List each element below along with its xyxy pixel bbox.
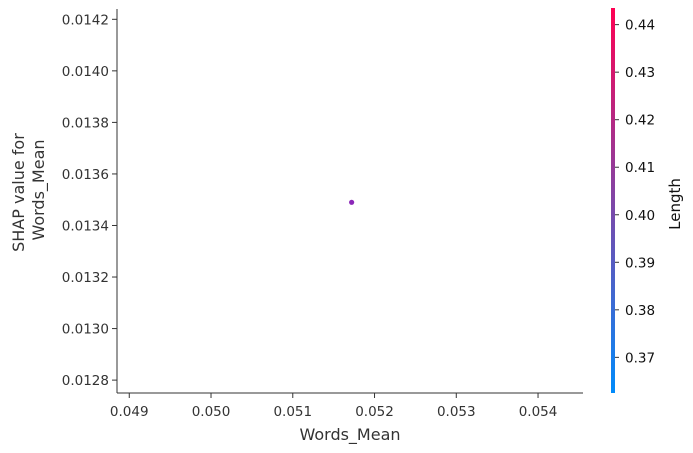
y-tick-label: 0.0142 [62, 12, 109, 28]
colorbar-tick-label: 0.38 [625, 303, 655, 319]
colorbar-tick-label: 0.39 [625, 255, 655, 271]
x-tick-label: 0.052 [355, 404, 394, 420]
colorbar-tick-label: 0.40 [625, 208, 655, 224]
y-tick-label: 0.0130 [62, 322, 109, 338]
x-tick-label: 0.053 [437, 404, 476, 420]
colorbar-ticks: 0.37 0.38 0.39 0.40 0.41 0.42 0.43 0.44 [615, 18, 655, 366]
x-tick-label: 0.054 [519, 404, 558, 420]
y-tick-label: 0.0134 [62, 218, 109, 234]
x-tick-label: 0.049 [110, 404, 149, 420]
colorbar-tick-label: 0.42 [625, 113, 655, 129]
y-tick-label: 0.0128 [62, 373, 109, 389]
colorbar-tick-label: 0.44 [625, 18, 655, 34]
colorbar-tick-label: 0.43 [625, 65, 655, 81]
x-tick-label: 0.051 [273, 404, 312, 420]
data-point [349, 199, 355, 205]
colorbar-tick-label: 0.37 [625, 350, 655, 366]
colorbar-title: Length [666, 178, 684, 230]
y-tick-label: 0.0138 [62, 115, 109, 131]
colorbar [611, 8, 615, 393]
y-axis-title-line-1: SHAP value for [9, 133, 28, 252]
y-axis-ticks: 0.0128 0.0130 0.0132 0.0134 0.0136 0.0138 0.01… [62, 12, 117, 389]
y-axis-title-line-2: Words_Mean [29, 139, 49, 240]
data-points [349, 199, 355, 205]
y-tick-label: 0.0136 [62, 167, 109, 183]
y-axis-title: SHAP value for Words_Mean [9, 128, 49, 252]
x-axis-ticks: 0.049 0.050 0.051 0.052 0.053 0.054 [110, 393, 557, 420]
colorbar-tick-label: 0.41 [625, 160, 655, 176]
y-tick-label: 0.0140 [62, 64, 109, 80]
y-tick-label: 0.0132 [62, 270, 109, 286]
x-tick-label: 0.050 [192, 404, 231, 420]
x-axis-title: Words_Mean [299, 425, 400, 445]
